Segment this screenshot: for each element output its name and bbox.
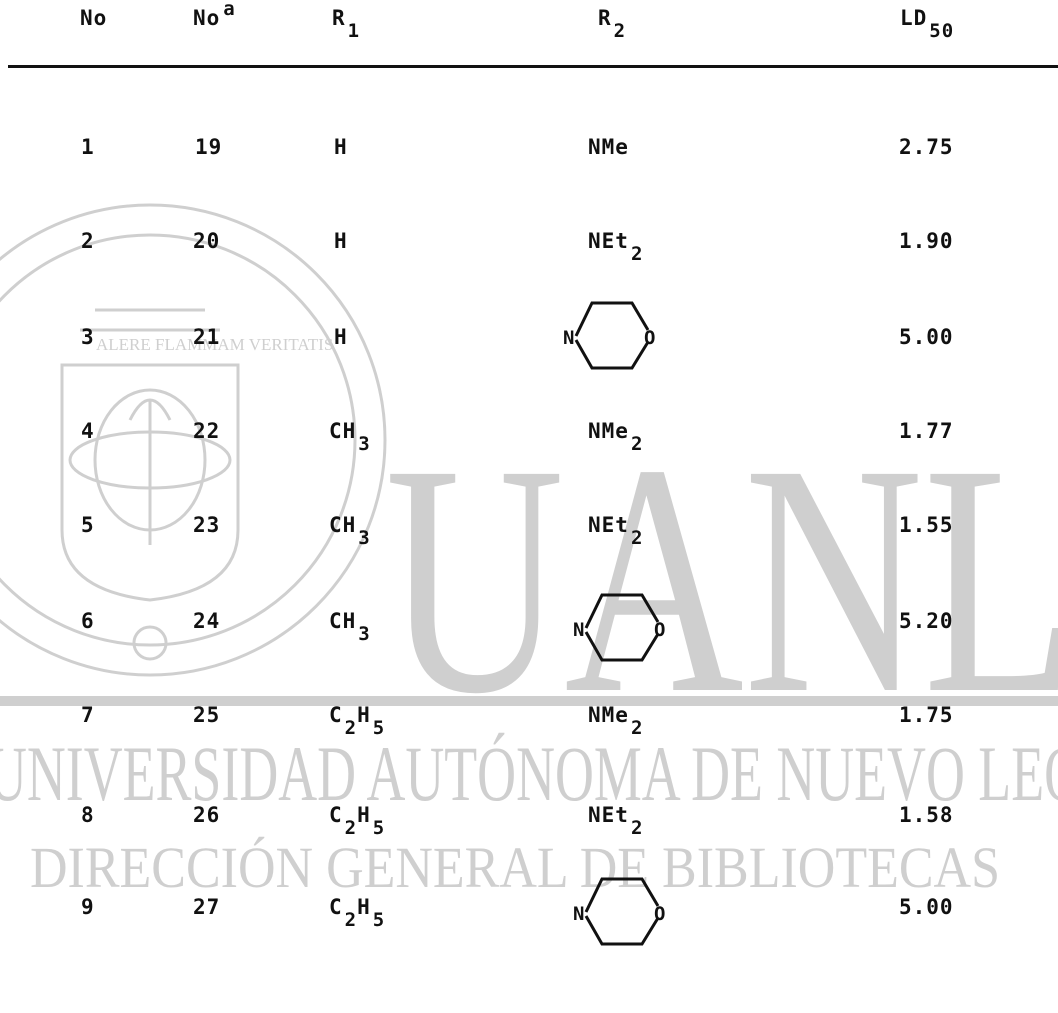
row-1-r1: H [334,135,348,159]
row-4-r1: CH3 [329,419,371,455]
row-5-no: 5 [81,513,95,537]
row-8-r2: NEt2 [588,803,644,839]
row-7-r1: C2H5 [329,703,386,739]
row-7-no: 7 [81,703,95,727]
row-1-ld50: 2.75 [899,135,954,159]
row-4-r2: NMe2 [588,419,644,455]
row-7-no-a: 25 [193,703,221,727]
row-6-no: 6 [81,609,95,633]
ring-oxygen-label: O [654,619,665,641]
header-no-a: No a [193,0,236,30]
row-8-no-a: 26 [193,803,221,827]
row-9-r1: C2H5 [329,895,386,931]
row-3-no: 3 [81,325,95,349]
ring-oxygen-label: O [654,903,665,925]
row-1-r2: NMe [588,135,629,159]
row-7-ld50: 1.75 [899,703,954,727]
row-1-no: 1 [81,135,95,159]
ring-nitrogen-label: N [573,619,584,641]
ring-nitrogen-label: N [563,327,574,349]
watermark-university: UNIVERSIDAD AUTÓNOMA DE NUEVO LEÓ [0,730,1058,817]
row-9-ld50: 5.00 [899,895,954,919]
watermark-band [0,696,1058,706]
header-ld50: LD50 [900,6,955,42]
row-1-no-a: 19 [195,135,223,159]
header-r2: R2 [598,6,627,42]
row-3-morpholine-ring: N O [563,301,655,370]
row-5-ld50: 1.55 [899,513,954,537]
row-2-no-a: 20 [193,229,221,253]
row-9-morpholine-ring: N O [573,877,665,946]
row-2-r2: NEt2 [588,229,644,265]
row-3-no-a: 21 [193,325,221,349]
row-7-r2: NMe2 [588,703,644,739]
row-8-no: 8 [81,803,95,827]
row-2-no: 2 [81,229,95,253]
row-3-ld50: 5.00 [899,325,954,349]
row-5-no-a: 23 [193,513,221,537]
row-6-no-a: 24 [193,609,221,633]
row-9-no-a: 27 [193,895,221,919]
row-4-no: 4 [81,419,95,443]
ring-oxygen-label: O [644,327,655,349]
header-no-a-superscript: a [223,0,236,20]
row-3-r1: H [334,325,348,349]
university-seal [0,203,387,677]
row-8-r1: C2H5 [329,803,386,839]
header-no: No [80,6,108,30]
row-6-morpholine-ring: N O [573,593,665,662]
row-6-r1: CH3 [329,609,371,645]
ring-nitrogen-label: N [573,903,584,925]
seal-motto: ALERE FLAMMAM VERITATIS [96,335,333,354]
row-4-ld50: 1.77 [899,419,954,443]
watermark-logo: UANL [385,397,1058,762]
row-2-ld50: 1.90 [899,229,954,253]
row-2-r1: H [334,229,348,253]
row-8-ld50: 1.58 [899,803,954,827]
header-rule [8,65,1058,68]
row-6-ld50: 5.20 [899,609,954,633]
row-9-no: 9 [81,895,95,919]
watermark-library: DIRECCIÓN GENERAL DE BIBLIOTECAS [30,835,1000,900]
row-5-r1: CH3 [329,513,371,549]
row-4-no-a: 22 [193,419,221,443]
header-r1: R1 [332,6,361,42]
row-5-r2: NEt2 [588,513,644,549]
